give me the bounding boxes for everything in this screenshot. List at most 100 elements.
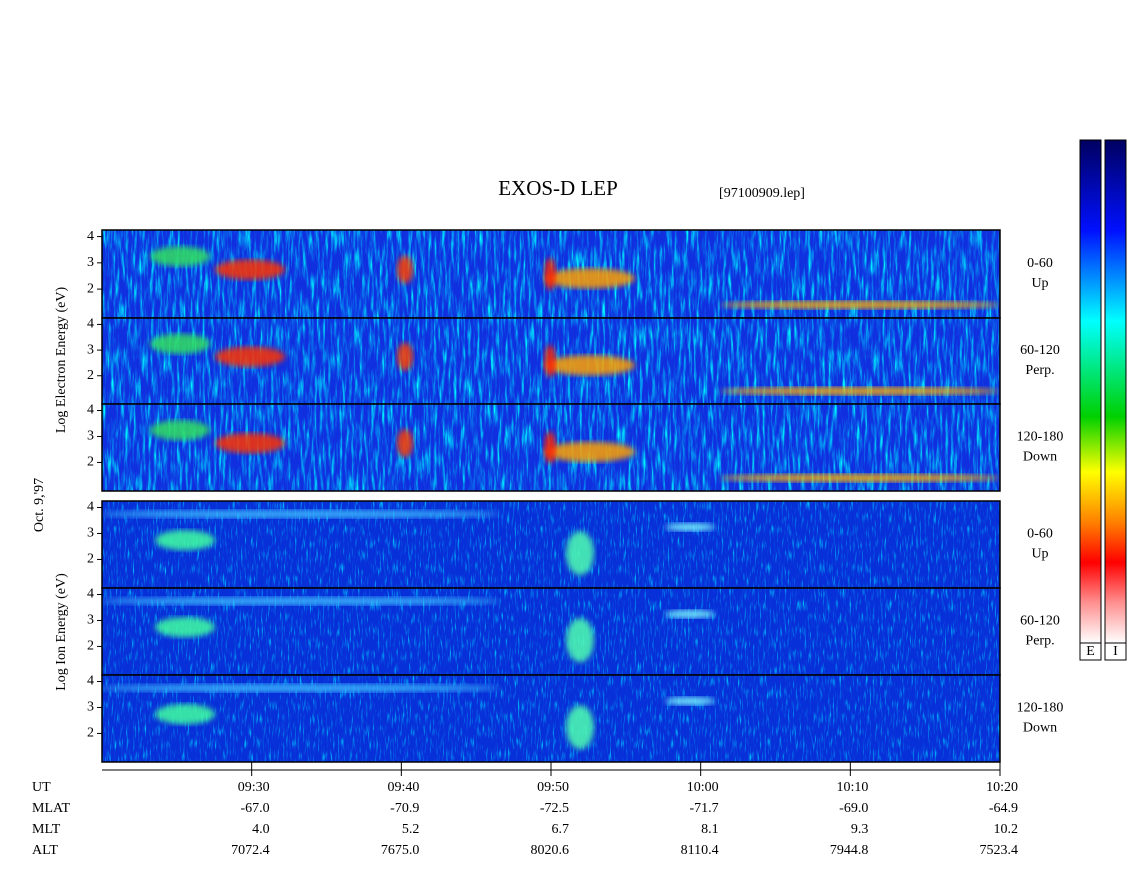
ephemeris-value: 8020.6	[531, 843, 570, 858]
ephemeris-value: 7675.0	[381, 843, 420, 858]
spectrogram-feature	[155, 530, 215, 551]
ephemeris-value: 7072.4	[231, 843, 270, 858]
ephemeris-value: 4.0	[252, 822, 270, 837]
ephemeris-value: 8110.4	[681, 843, 719, 858]
ephemeris-value: 5.2	[402, 822, 420, 837]
spectrogram-feature	[544, 345, 556, 377]
y-tick-label: 3	[87, 700, 94, 715]
spectrogram-feature	[150, 333, 210, 354]
y-tick-label: 3	[87, 429, 94, 444]
ephemeris-value: -70.9	[390, 801, 419, 816]
ephemeris-value: -69.0	[839, 801, 868, 816]
x-tick-label: 10:00	[687, 780, 719, 795]
spectrogram-feature	[150, 246, 210, 267]
panel: 2 3 4	[87, 674, 1001, 763]
spectrogram-feature	[397, 429, 413, 458]
spectrogram-feature	[155, 617, 215, 638]
ephemeris-value: 8.1	[701, 822, 719, 837]
y-tick-label: 2	[87, 639, 94, 654]
spectrogram-image	[102, 230, 1000, 318]
x-axis-label: UT	[32, 780, 51, 795]
ephemeris-value: 6.7	[552, 822, 570, 837]
y-tick-label: 2	[87, 455, 94, 470]
panel-range: 0-60	[1027, 256, 1053, 271]
y-tick-label: 3	[87, 613, 94, 628]
spectrogram-image	[102, 404, 1000, 491]
y-tick-label: 4	[87, 403, 94, 418]
spectrogram-feature	[665, 523, 715, 532]
panel: 2 3 4	[87, 500, 1001, 589]
spectrogram-feature	[102, 684, 500, 693]
file-name: [97100909.lep]	[719, 186, 805, 201]
ephemeris-value: 9.3	[851, 822, 869, 837]
chart-title: EXOS-D LEP	[498, 176, 618, 200]
spectrogram-feature	[566, 705, 594, 750]
colorbar-label: E	[1086, 644, 1095, 659]
spectrogram-image	[102, 501, 1000, 588]
spectrogram-feature	[150, 420, 210, 441]
ephemeris-value: 7944.8	[830, 843, 869, 858]
y-tick-label: 4	[87, 229, 94, 244]
ephemeris-name: ALT	[32, 843, 58, 858]
ephemeris-value: -67.0	[240, 801, 269, 816]
y-tick-label: 4	[87, 587, 94, 602]
group-label: Log Electron Energy (eV)	[54, 287, 69, 434]
colorbar-label-box	[1079, 642, 1102, 661]
colorbars: E I	[1079, 139, 1127, 661]
y-tick-label: 4	[87, 500, 94, 515]
group-label: Log Ion Energy (eV)	[54, 573, 69, 691]
panel: 2 3 4	[87, 229, 1001, 319]
x-tick-label: 09:30	[238, 780, 270, 795]
x-tick-label: 09:50	[537, 780, 569, 795]
panel-range: 120-180	[1017, 430, 1064, 445]
spectrogram-feature	[566, 531, 594, 576]
y-tick-label: 3	[87, 342, 94, 357]
y-tick-label: 2	[87, 281, 94, 296]
panel-frame	[101, 403, 1001, 492]
spectrogram-feature	[544, 258, 556, 290]
spectrogram-feature	[545, 441, 635, 462]
x-tick-label: 09:40	[387, 780, 419, 795]
ephemeris-value: 7523.4	[980, 843, 1019, 858]
ephemeris-value: -71.7	[689, 801, 718, 816]
ephemeris-value: -72.5	[540, 801, 569, 816]
x-tick-label: 10:10	[836, 780, 868, 795]
y-tick-label: 4	[87, 674, 94, 689]
panel-direction: Down	[1023, 721, 1057, 736]
spectrogram-image	[102, 675, 1000, 762]
ephemeris-value: 10.2	[994, 822, 1019, 837]
spectrogram-feature	[545, 355, 635, 376]
ephemeris-value: -64.9	[989, 801, 1018, 816]
spectrogram-feature	[545, 268, 635, 289]
date-label: Oct. 9,'97	[32, 478, 47, 532]
panel-range: 0-60	[1027, 527, 1053, 542]
panel: 2 3 4	[87, 317, 1001, 405]
spectrogram-feature	[566, 618, 594, 663]
panel-direction: Perp.	[1025, 363, 1054, 378]
spectrogram-feature	[102, 597, 500, 606]
y-tick-label: 2	[87, 552, 94, 567]
colorbar-label: I	[1113, 644, 1118, 659]
panels: 2 3 4 2 3 4 2 3 4 2 3 4 2 3 4 2 3 4	[87, 229, 1001, 763]
panel: 2 3 4	[87, 403, 1001, 492]
colorbar-label-box	[1104, 642, 1127, 661]
spectrogram-feature	[544, 431, 556, 464]
spectrogram-feature	[215, 433, 285, 454]
panel-direction: Up	[1031, 547, 1048, 562]
spectrogram-feature	[215, 259, 285, 280]
spectrogram-image	[102, 318, 1000, 404]
spectrogram-feature	[155, 704, 215, 725]
x-tick-label: 10:20	[986, 780, 1018, 795]
spectrogram-feature	[720, 473, 1000, 482]
spectrogram-feature	[102, 510, 500, 519]
panel-range: 120-180	[1017, 701, 1064, 716]
panel-range: 60-120	[1020, 614, 1060, 629]
panel-direction: Down	[1023, 450, 1057, 465]
y-tick-label: 4	[87, 317, 94, 332]
colorbar	[1104, 139, 1127, 644]
spectrogram-feature	[215, 346, 285, 367]
y-tick-label: 2	[87, 726, 94, 741]
panel-direction: Perp.	[1025, 634, 1054, 649]
spectrogram-feature	[397, 342, 413, 371]
